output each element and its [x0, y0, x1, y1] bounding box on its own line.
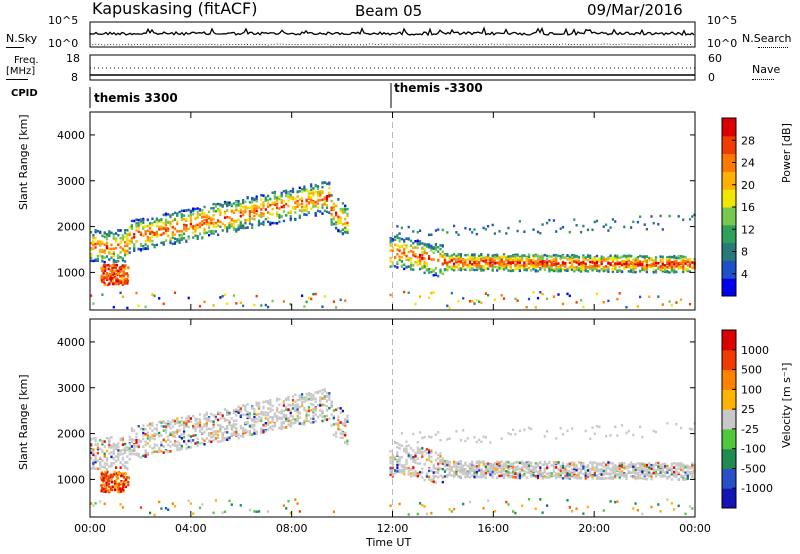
power-colorbar: 28 24 20 16 12 8 4	[721, 117, 755, 297]
noise-left-tick-top: 10^5	[48, 14, 79, 27]
colorbar-swatch	[722, 171, 736, 190]
power-ylabel: Slant Range [km]	[17, 114, 30, 210]
colorbar-frame	[721, 329, 737, 509]
cpid-panel	[89, 83, 392, 108]
freq-left-tick-top: 18	[66, 52, 80, 65]
freq-right-tick-bottom: 0	[708, 71, 715, 84]
colorbar-swatch	[722, 389, 736, 410]
y-tick-label: 4000	[57, 336, 85, 349]
y-tick-label: 3000	[57, 175, 85, 188]
nsky-label: N.Sky	[6, 32, 38, 45]
nsky-legend-line	[6, 47, 24, 48]
noise-left-tick-bottom: 10^0	[48, 37, 79, 50]
velocity-ylabel: Slant Range [km]	[17, 374, 30, 470]
y-tick-label: 2000	[57, 428, 85, 441]
cpid-label: CPID	[11, 88, 38, 99]
cpid-segment-1: themis 3300	[94, 91, 178, 105]
power-panel: 1000 2000 3000 4000	[57, 111, 696, 311]
nave-legend-line	[752, 79, 774, 80]
colorbar-tick-label: -25	[741, 423, 759, 436]
colorbar-tick-label: 1000	[741, 344, 769, 357]
colorbar-tick-label: 500	[741, 364, 762, 377]
colorbar-swatch	[722, 153, 736, 172]
noise-line	[89, 26, 695, 37]
colorbar-tick-label: 20	[741, 179, 755, 192]
colorbar-tick-label: 24	[741, 157, 755, 170]
colorbar-tick-label: -100	[741, 443, 766, 456]
velocity-echo-cells	[90, 388, 696, 517]
velocity-panel: 1000 2000 3000 4000 00:00 04:00 08:00 12:00 16:0…	[57, 318, 711, 535]
colorbar-swatch	[722, 409, 736, 430]
colorbar-swatch	[722, 260, 736, 279]
colorbar-swatch	[722, 224, 736, 244]
nsearch-line	[89, 43, 694, 46]
power-colorbar-label: Power [dB]	[780, 123, 793, 183]
x-tick-label: 00:00	[74, 522, 106, 535]
x-axis-label: Time UT	[366, 536, 412, 549]
colorbar-tick-label: 16	[741, 201, 755, 214]
y-tick-label: 3000	[57, 382, 85, 395]
nave-label: Nave	[752, 63, 781, 76]
colorbar-swatch	[722, 242, 736, 261]
x-tick-label: 20:00	[578, 522, 610, 535]
y-tick-label: 2000	[57, 221, 85, 234]
date-title: 09/Mar/2016	[587, 1, 683, 19]
colorbar-swatch	[722, 330, 736, 351]
freq-unit-label: [MHz]	[6, 66, 36, 77]
colorbar-swatch	[722, 369, 736, 390]
nsearch-label: N.Search	[742, 32, 792, 45]
colorbar-swatch	[722, 428, 736, 450]
velocity-colorbar: 1000 500 100 25 -25 -100 -500 -1000	[721, 329, 773, 509]
y-tick-label: 1000	[57, 473, 85, 486]
colorbar-tick-label: 100	[741, 383, 762, 396]
x-tick-label: 04:00	[175, 522, 207, 535]
colorbar-swatch	[722, 349, 736, 371]
x-tick-label: 08:00	[276, 522, 308, 535]
nsearch-legend-line	[758, 47, 788, 48]
freq-label: Freq.	[14, 55, 39, 66]
colorbar-tick-label: 25	[741, 403, 755, 416]
colorbar-swatch	[722, 207, 736, 226]
colorbar-swatch	[722, 118, 736, 137]
noise-right-tick-bottom: 10^0	[707, 37, 738, 50]
noise-right-tick-top: 10^5	[707, 14, 738, 27]
colorbar-swatch	[722, 468, 736, 489]
colorbar-tick-label: 28	[741, 134, 755, 147]
freq-legend-line	[6, 79, 28, 80]
colorbar-swatch	[722, 488, 736, 509]
velocity-colorbar-label: Velocity [m s⁻¹]	[780, 362, 793, 448]
colorbar-tick-label: -1000	[741, 482, 773, 495]
y-tick-label: 1000	[57, 266, 85, 279]
colorbar-swatch	[722, 448, 736, 469]
noise-panel	[89, 21, 696, 48]
y-tick-label: 4000	[57, 129, 85, 142]
x-tick-label: 12:00	[377, 522, 409, 535]
colorbar-swatch	[722, 189, 736, 208]
x-tick-label: 16:00	[477, 522, 509, 535]
freq-right-tick-top: 60	[708, 52, 722, 65]
x-tick-label: 00:00	[679, 522, 711, 535]
colorbar-tick-label: 4	[741, 268, 748, 281]
cpid-segment-2: themis -3300	[394, 81, 483, 95]
freq-left-tick-bottom: 8	[71, 71, 78, 84]
station-title: Kapuskasing (fitACF)	[92, 0, 258, 18]
colorbar-tick-label: 12	[741, 223, 755, 236]
colorbar-tick-label: 8	[741, 246, 748, 259]
colorbar-swatch	[722, 278, 736, 297]
frequency-panel	[89, 54, 696, 81]
power-echo-cells	[90, 181, 696, 310]
noise-trace	[89, 26, 695, 46]
colorbar-swatch	[722, 135, 736, 155]
beam-title: Beam 05	[355, 2, 423, 20]
colorbar-tick-label: -500	[741, 462, 766, 475]
